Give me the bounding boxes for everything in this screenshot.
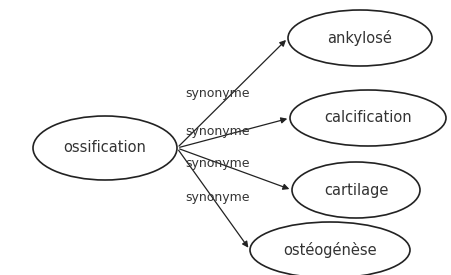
Text: cartilage: cartilage bbox=[324, 183, 388, 197]
Text: synonyme: synonyme bbox=[186, 156, 250, 169]
Text: ossification: ossification bbox=[64, 141, 147, 155]
Ellipse shape bbox=[292, 162, 420, 218]
Text: synonyme: synonyme bbox=[186, 87, 250, 100]
Ellipse shape bbox=[33, 116, 177, 180]
Text: ostéogénèse: ostéogénèse bbox=[283, 242, 377, 258]
Text: calcification: calcification bbox=[324, 111, 412, 125]
Text: ankylosé: ankylosé bbox=[327, 30, 392, 46]
Ellipse shape bbox=[288, 10, 432, 66]
Ellipse shape bbox=[250, 222, 410, 275]
Ellipse shape bbox=[290, 90, 446, 146]
Text: synonyme: synonyme bbox=[186, 125, 250, 139]
Text: synonyme: synonyme bbox=[186, 191, 250, 205]
